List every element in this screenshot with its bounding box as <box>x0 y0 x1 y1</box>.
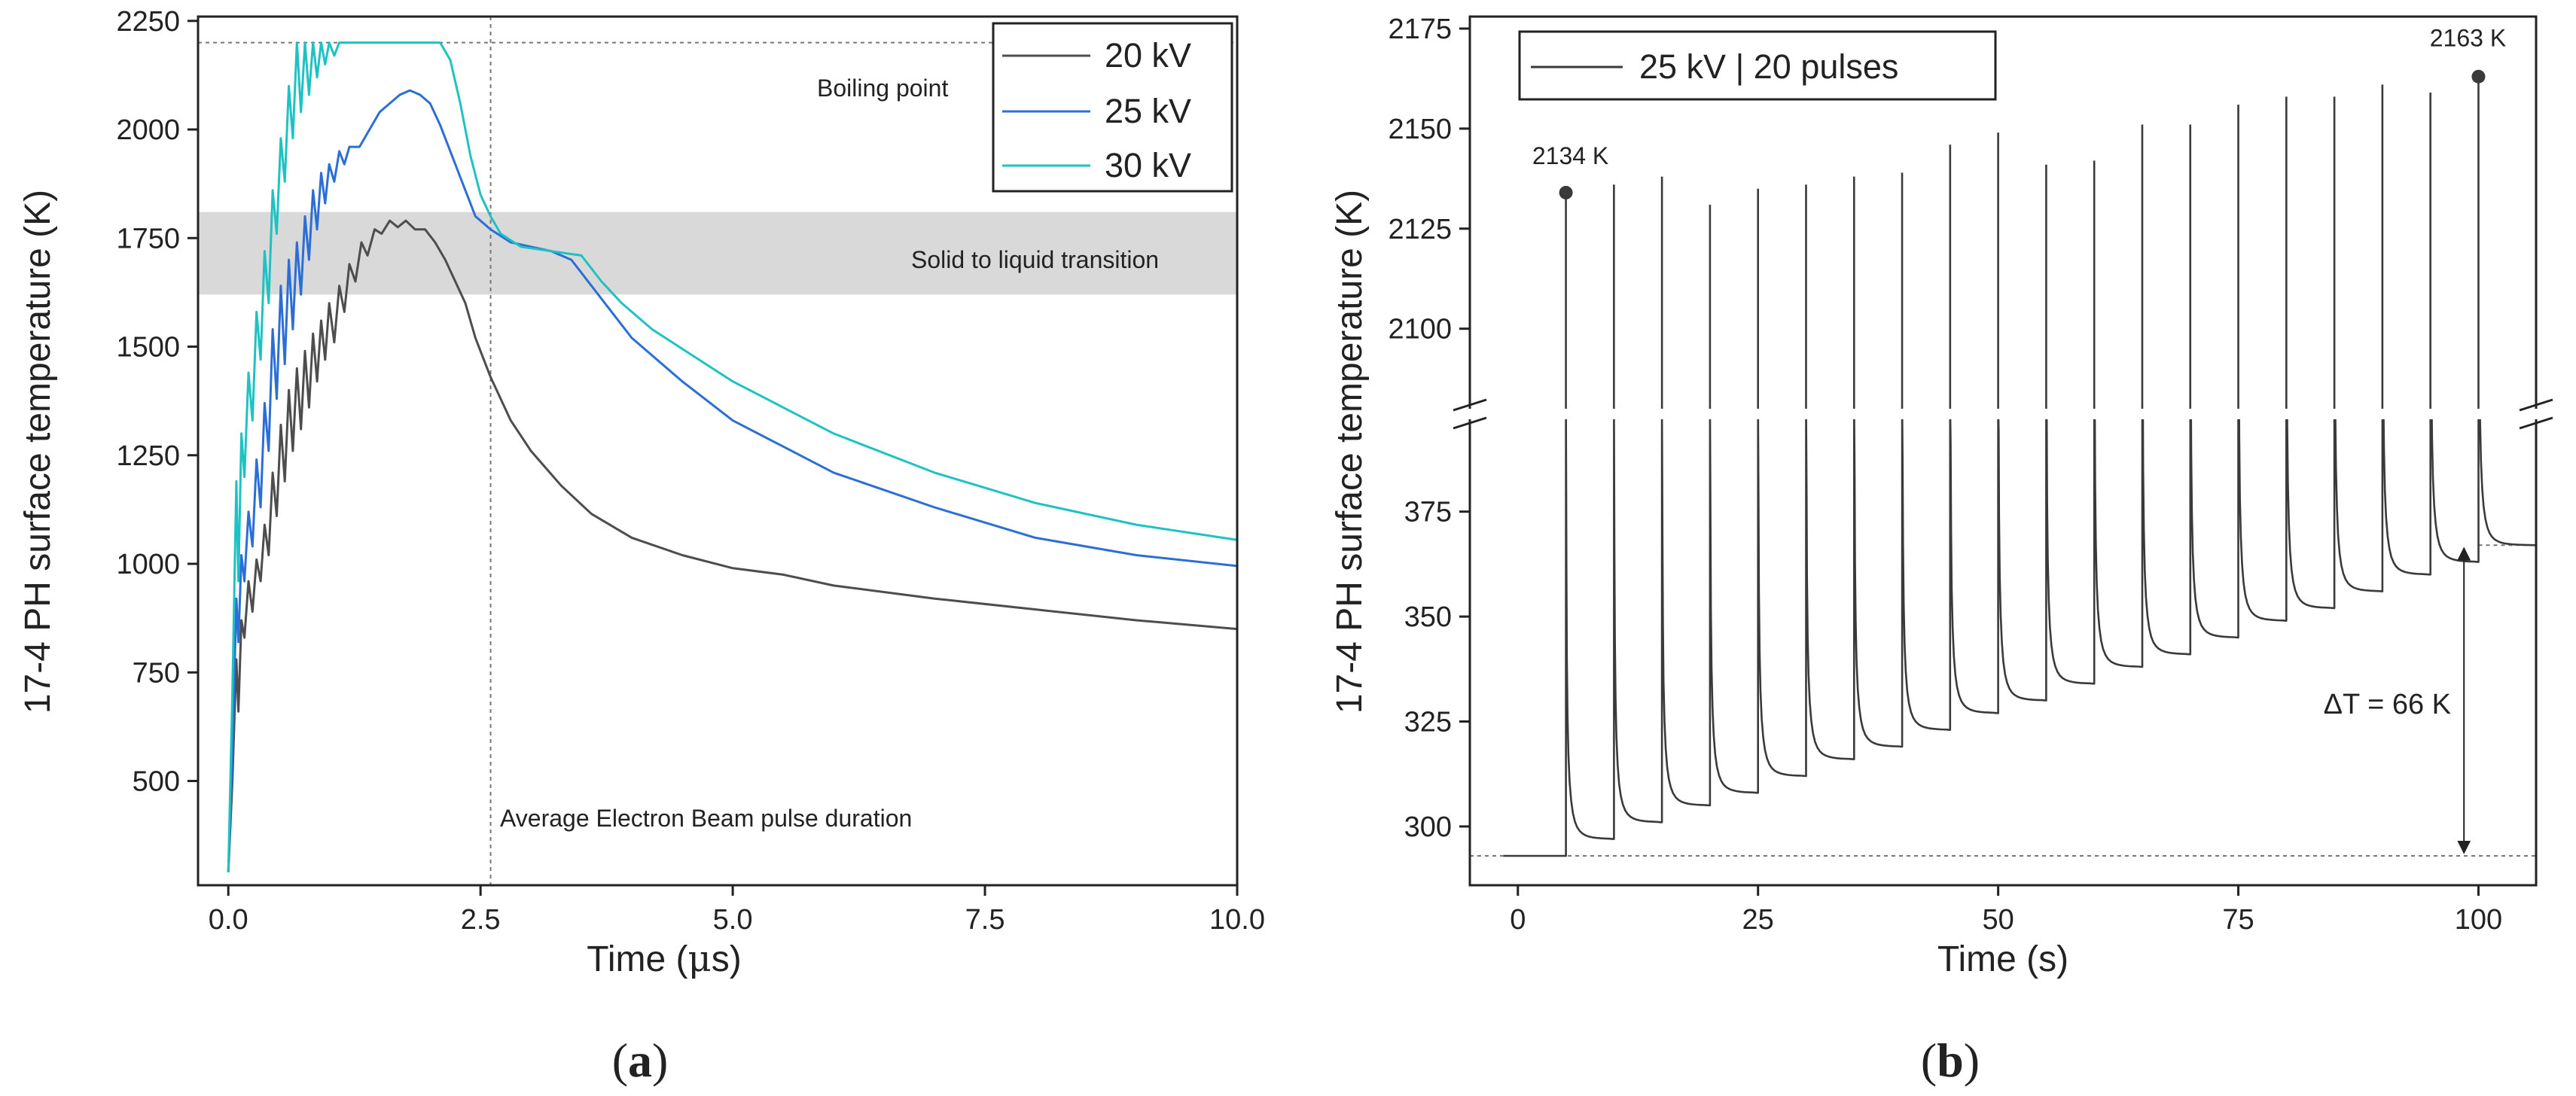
plot-frame <box>1468 15 2538 887</box>
panel-a: 0.0 2.5 5.0 7.5 10.0 500 750 1000 1250 1500 1750 2… <box>18 6 1265 1087</box>
x-tick-label: 0.0 <box>209 904 248 936</box>
legend-label: 30 kV <box>1105 146 1191 184</box>
legend-item-25kv: 25 kV <box>1002 92 1191 130</box>
transition-band-label: Solid to liquid transition <box>911 246 1159 273</box>
y-tick-label: 2175 <box>1388 14 1452 45</box>
series-lines <box>227 41 1237 872</box>
y-tick-label: 500 <box>133 766 180 798</box>
y-tick-label: 2000 <box>116 114 180 146</box>
axis-break-marks <box>1453 398 2553 430</box>
y-tick-label: 750 <box>133 657 180 689</box>
x-tick-label: 10.0 <box>1209 904 1265 936</box>
x-tick-label: 2.5 <box>461 904 501 936</box>
y-tick-label: 1750 <box>116 223 180 254</box>
transition-band <box>198 212 1237 295</box>
y-tick-label: 2125 <box>1388 214 1452 245</box>
plot-frame <box>197 15 1239 887</box>
panel-b: 0 25 50 75 100 2100212521502175300325350375 … <box>1330 14 2553 1087</box>
legend: 25 kV | 20 pulses <box>1518 30 1997 101</box>
y-tick-label: 2150 <box>1388 114 1452 145</box>
y-axis-label: 17-4 PH surface temperature (K) <box>1330 190 1370 714</box>
x-tick-label: 100 <box>2455 904 2502 936</box>
lower-segment-trace <box>1503 419 2536 857</box>
y-tick-label: 1500 <box>116 332 180 364</box>
y-tick-label: 350 <box>1404 601 1452 633</box>
series-line-25kv <box>227 89 1237 872</box>
legend-item-20kv: 20 kV <box>1002 36 1191 75</box>
upper-segment-spikes <box>1565 76 2480 409</box>
y-tick-label: 375 <box>1404 497 1452 528</box>
y-tick-label: 1000 <box>116 549 180 580</box>
x-tick-label: 7.5 <box>965 904 1005 936</box>
first-peak-marker <box>1559 185 1573 199</box>
boiling-point-label: Boiling point <box>817 75 948 102</box>
temperature-trace <box>1503 419 2536 857</box>
y-tick-label: 1250 <box>116 440 180 472</box>
legend: 20 kV 25 kV 30 kV <box>992 22 1233 193</box>
y-axis-ticks: 2100 2125 2150 2175 300 325 350 375 <box>1388 14 1470 843</box>
x-tick-label: 50 <box>1982 904 2014 936</box>
y-axis-label: 17-4 PH surface temperature (K) <box>18 190 58 714</box>
x-tick-label: 5.0 <box>713 904 753 936</box>
legend-box <box>1518 30 1997 101</box>
y-tick-label: 2250 <box>116 6 180 38</box>
y-tick-label: 325 <box>1404 707 1452 738</box>
x-axis-ticks: 0 25 50 75 100 <box>1510 885 2502 936</box>
delta-t-label: ΔT = 66 K <box>2324 689 2451 720</box>
x-axis-label: Time (μs) <box>587 938 741 980</box>
x-tick-label: 0 <box>1510 904 1526 936</box>
legend-box <box>992 22 1233 193</box>
last-peak-label: 2163 K <box>2430 25 2506 52</box>
y-tick-label: 300 <box>1404 811 1452 843</box>
x-tick-label: 25 <box>1742 904 1774 936</box>
series-line-20kv <box>227 219 1237 872</box>
first-peak-label: 2134 K <box>1532 142 1608 169</box>
x-axis-label: Time (s) <box>1937 939 2068 979</box>
last-peak-marker <box>2471 69 2486 84</box>
panel-label-a: (a) <box>612 1034 669 1087</box>
panel-label-b: (b) <box>1921 1034 1980 1087</box>
y-tick-label: 2100 <box>1388 314 1452 346</box>
x-axis-ticks: 0.0 2.5 5.0 7.5 10.0 <box>209 885 1265 936</box>
series-line-30kv <box>227 41 1237 872</box>
x-tick-label: 75 <box>2222 904 2254 936</box>
y-axis-ticks: 500 750 1000 1250 1500 1750 2000 2250 <box>116 6 198 798</box>
legend-item-30kv: 30 kV <box>1002 146 1191 184</box>
pulse-duration-label: Average Electron Beam pulse duration <box>500 805 912 832</box>
legend-label: 25 kV | 20 pulses <box>1639 47 1898 86</box>
legend-label: 25 kV <box>1105 92 1191 130</box>
legend-label: 20 kV <box>1105 36 1191 75</box>
